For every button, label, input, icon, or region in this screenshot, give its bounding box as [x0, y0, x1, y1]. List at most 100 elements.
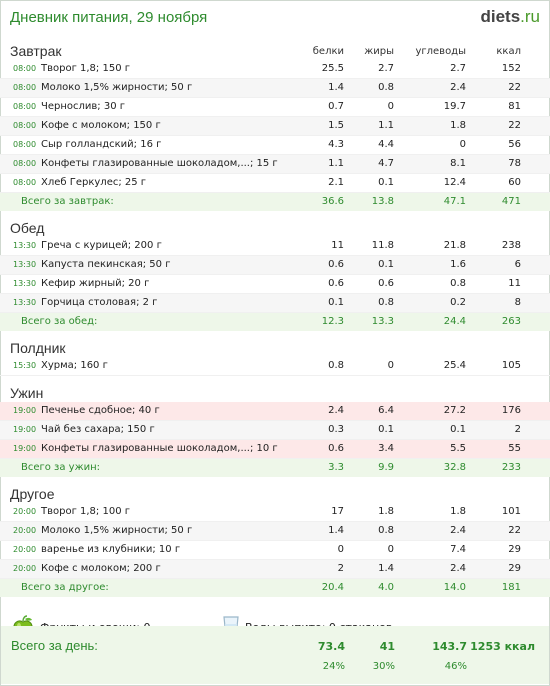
total-kcal: 263 [501, 316, 521, 327]
food-carbs: 2.4 [450, 563, 466, 574]
total-kcal: 181 [501, 582, 521, 593]
day-protein: 73.4 [317, 640, 345, 653]
food-name: Печенье сдобное; 40 г [41, 405, 160, 416]
food-fat: 0.1 [378, 177, 394, 188]
food-kcal: 6 [514, 259, 521, 270]
food-protein: 11 [331, 240, 344, 251]
food-fat: 0 [387, 360, 394, 371]
food-carbs: 0.2 [450, 297, 466, 308]
day-total: Всего за день: 73.4 41 143.7 1253 ккал 2… [1, 626, 549, 684]
food-fat: 0.8 [378, 297, 394, 308]
food-name: Молоко 1,5% жирности; 50 г [41, 82, 193, 93]
food-row[interactable]: 08:00 Чернослив; 30 г 0.7 0 19.7 81 [0, 98, 550, 117]
food-row[interactable]: 08:00 Сыр голландский; 16 г 4.3 4.4 0 56 [0, 136, 550, 155]
food-row[interactable]: 20:00 Молоко 1,5% жирности; 50 г 1.4 0.8 2.4… [0, 522, 550, 541]
food-row[interactable]: 08:00 Молоко 1,5% жирности; 50 г 1.4 0.8 2.4… [0, 79, 550, 98]
food-row[interactable]: 08:00 Творог 1,8; 150 г 25.5 2.7 2.7 152 [0, 60, 550, 79]
food-carbs: 1.8 [450, 120, 466, 131]
food-fat: 0.1 [378, 424, 394, 435]
food-name: Чай без сахара; 150 г [41, 424, 155, 435]
food-kcal: 22 [508, 525, 521, 536]
food-row[interactable]: 20:00 варенье из клубники; 10 г 0 0 7.4 29 [0, 541, 550, 560]
food-row[interactable]: 19:00 Печенье сдобное; 40 г 2.4 6.4 27.2 176 [0, 402, 550, 421]
food-kcal: 176 [501, 405, 521, 416]
food-time: 13:30 [13, 298, 37, 307]
day-fat-percent: 30% [372, 661, 395, 672]
food-row[interactable]: 13:30 Капуста пекинская; 50 г 0.6 0.1 1.6 6 [0, 256, 550, 275]
food-kcal: 101 [501, 506, 521, 517]
food-fat: 1.4 [378, 563, 394, 574]
day-total-label: Всего за день: [11, 638, 98, 653]
meal-total-row: Всего за ужин: 3.3 9.9 32.8 233 [0, 459, 550, 477]
total-protein: 36.6 [321, 196, 344, 207]
meals-list: Завтрак белки жиры углеводы ккал 08:00 Творог … [0, 42, 550, 597]
food-carbs: 12.4 [443, 177, 466, 188]
food-row[interactable]: 20:00 Творог 1,8; 100 г 17 1.8 1.8 101 [0, 503, 550, 522]
meal-total-label: Всего за завтрак: [21, 196, 114, 207]
food-time: 08:00 [13, 102, 37, 111]
food-kcal: 29 [508, 563, 521, 574]
food-time: 20:00 [13, 507, 37, 516]
food-time: 13:30 [13, 260, 37, 269]
food-carbs: 1.6 [450, 259, 466, 270]
food-kcal: 11 [508, 278, 521, 289]
food-row[interactable]: 08:00 Конфеты глазированные шоколадом,...… [0, 155, 550, 174]
food-time: 08:00 [13, 159, 37, 168]
col-protein-header: белки [312, 46, 344, 57]
food-protein: 0.6 [328, 259, 344, 270]
food-kcal: 55 [508, 443, 521, 454]
food-fat: 0.6 [378, 278, 394, 289]
food-row[interactable]: 13:30 Кефир жирный; 20 г 0.6 0.6 0.8 11 [0, 275, 550, 294]
food-protein: 0.8 [328, 360, 344, 371]
food-fat: 1.1 [378, 120, 394, 131]
food-fat: 0.1 [378, 259, 394, 270]
food-kcal: 22 [508, 120, 521, 131]
food-kcal: 105 [501, 360, 521, 371]
food-name: Кофе с молоком; 200 г [41, 563, 161, 574]
food-row[interactable]: 19:00 Чай без сахара; 150 г 0.3 0.1 0.1 2 [0, 421, 550, 440]
food-protein: 0.1 [328, 297, 344, 308]
food-row[interactable]: 08:00 Хлеб Геркулес; 25 г 2.1 0.1 12.4 60 [0, 174, 550, 193]
food-kcal: 81 [508, 101, 521, 112]
food-protein: 0.6 [328, 278, 344, 289]
food-kcal: 238 [501, 240, 521, 251]
meal-header: Завтрак белки жиры углеводы ккал [0, 42, 550, 60]
food-name: Горчица столовая; 2 г [41, 297, 158, 308]
total-fat: 9.9 [378, 462, 394, 473]
food-protein: 17 [331, 506, 344, 517]
food-time: 20:00 [13, 526, 37, 535]
meal-total-label: Всего за ужин: [21, 462, 101, 473]
food-row[interactable]: 08:00 Кофе с молоком; 150 г 1.5 1.1 1.8 22 [0, 117, 550, 136]
food-time: 13:30 [13, 279, 37, 288]
food-fat: 0 [387, 101, 394, 112]
food-kcal: 2 [514, 424, 521, 435]
food-row[interactable]: 13:30 Горчица столовая; 2 г 0.1 0.8 0.2 8 [0, 294, 550, 313]
total-carbs: 47.1 [443, 196, 466, 207]
food-row[interactable]: 19:00 Конфеты глазированные шоколадом,...… [0, 440, 550, 459]
food-time: 20:00 [13, 564, 37, 573]
page-title: Дневник питания, 29 ноября [10, 8, 208, 26]
food-carbs: 0.1 [450, 424, 466, 435]
total-protein: 20.4 [321, 582, 344, 593]
food-time: 19:00 [13, 425, 37, 434]
total-carbs: 14.0 [443, 582, 466, 593]
food-name: варенье из клубники; 10 г [41, 544, 181, 555]
food-protein: 0.7 [328, 101, 344, 112]
total-fat: 13.8 [371, 196, 394, 207]
food-name: Греча с курицей; 200 г [41, 240, 162, 251]
food-fat: 6.4 [378, 405, 394, 416]
meal-header: Ужин [0, 384, 550, 402]
food-row[interactable]: 15:30 Хурма; 160 г 0.8 0 25.4 105 [0, 357, 550, 376]
meal-header: Другое [0, 485, 550, 503]
food-name: Творог 1,8; 150 г [41, 63, 130, 74]
food-kcal: 60 [508, 177, 521, 188]
day-fat: 41 [379, 640, 395, 653]
food-time: 08:00 [13, 64, 37, 73]
food-protein: 0.3 [328, 424, 344, 435]
food-name: Хурма; 160 г [41, 360, 108, 371]
food-row[interactable]: 13:30 Греча с курицей; 200 г 11 11.8 21.8 238 [0, 237, 550, 256]
site-logo[interactable]: diets.ru [480, 7, 540, 27]
food-row[interactable]: 20:00 Кофе с молоком; 200 г 2 1.4 2.4 29 [0, 560, 550, 579]
total-kcal: 471 [501, 196, 521, 207]
logo-main: diets [480, 7, 521, 26]
